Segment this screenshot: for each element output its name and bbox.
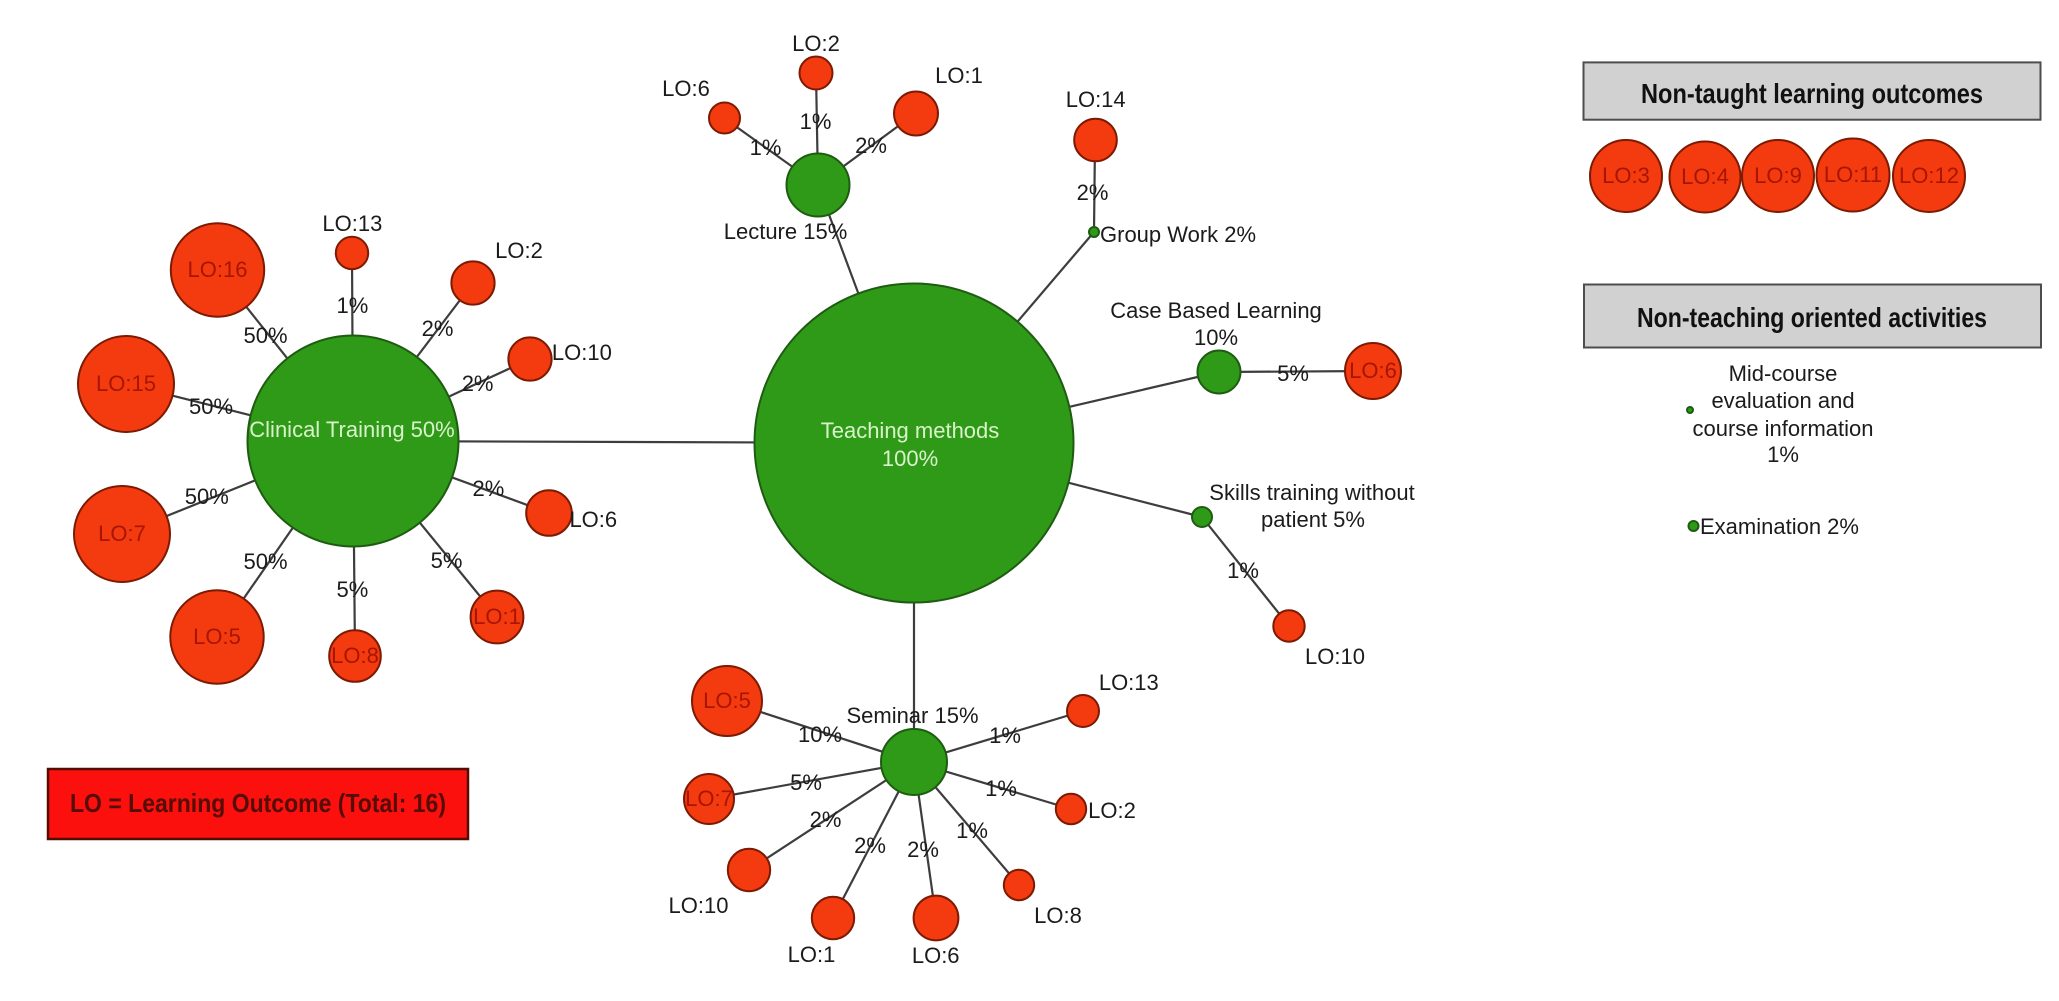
svg-text:LO:3: LO:3 (1602, 163, 1650, 188)
svg-text:1%: 1% (1767, 442, 1799, 467)
svg-text:10%: 10% (1194, 325, 1238, 350)
svg-text:2%: 2% (462, 371, 494, 396)
svg-text:Non-taught learning outcomes: Non-taught learning outcomes (1641, 78, 1983, 109)
svg-text:LO:6: LO:6 (912, 943, 960, 968)
svg-text:evaluation and: evaluation and (1711, 388, 1854, 413)
svg-text:LO:14: LO:14 (1066, 87, 1126, 112)
svg-text:Case Based Learning: Case Based Learning (1110, 298, 1322, 323)
svg-text:50%: 50% (185, 484, 229, 509)
svg-text:LO:1: LO:1 (788, 942, 836, 967)
svg-text:1%: 1% (985, 776, 1017, 801)
svg-text:Non-teaching oriented activiti: Non-teaching oriented activities (1637, 302, 1987, 333)
svg-text:LO:9: LO:9 (1754, 163, 1802, 188)
svg-text:1%: 1% (956, 818, 988, 843)
svg-text:LO:4: LO:4 (1681, 164, 1729, 189)
svg-text:1%: 1% (800, 109, 832, 134)
svg-text:5%: 5% (337, 577, 369, 602)
svg-text:2%: 2% (907, 837, 939, 862)
svg-text:LO:10: LO:10 (669, 893, 729, 918)
svg-text:Teaching methods: Teaching methods (821, 418, 1000, 443)
svg-text:LO:11: LO:11 (1824, 162, 1882, 187)
svg-text:LO:10: LO:10 (552, 340, 612, 365)
svg-text:LO:6: LO:6 (569, 507, 617, 532)
svg-text:5%: 5% (1277, 361, 1309, 386)
svg-text:LO:12: LO:12 (1899, 163, 1959, 188)
svg-text:LO:16: LO:16 (188, 257, 248, 282)
svg-text:LO:13: LO:13 (322, 211, 382, 236)
svg-text:LO:15: LO:15 (96, 371, 156, 396)
svg-text:LO:7: LO:7 (685, 786, 733, 811)
svg-text:LO:2: LO:2 (792, 31, 840, 56)
svg-text:LO:6: LO:6 (662, 76, 710, 101)
svg-text:LO:5: LO:5 (703, 688, 751, 713)
svg-text:LO:2: LO:2 (495, 238, 543, 263)
svg-text:10%: 10% (798, 722, 842, 747)
svg-text:LO:6: LO:6 (1349, 358, 1397, 383)
svg-text:1%: 1% (750, 135, 782, 160)
svg-text:2%: 2% (473, 476, 505, 501)
svg-text:1%: 1% (1227, 558, 1259, 583)
svg-text:2%: 2% (855, 133, 887, 158)
svg-text:Group Work 2%: Group Work 2% (1100, 222, 1256, 247)
svg-text:2%: 2% (810, 807, 842, 832)
svg-text:Lecture 15%: Lecture 15% (724, 219, 848, 244)
svg-text:LO:10: LO:10 (1305, 644, 1365, 669)
svg-text:50%: 50% (243, 323, 287, 348)
svg-text:patient 5%: patient 5% (1261, 507, 1365, 532)
svg-text:50%: 50% (243, 549, 287, 574)
svg-text:2%: 2% (854, 833, 886, 858)
svg-text:1%: 1% (337, 293, 369, 318)
svg-text:100%: 100% (882, 446, 938, 471)
svg-text:2%: 2% (422, 316, 454, 341)
svg-text:LO:2: LO:2 (1088, 798, 1136, 823)
svg-text:LO:8: LO:8 (331, 643, 379, 668)
svg-text:5%: 5% (790, 770, 822, 795)
svg-text:Mid-course: Mid-course (1729, 361, 1838, 386)
svg-text:LO:1: LO:1 (473, 604, 521, 629)
svg-text:5%: 5% (431, 548, 463, 573)
svg-text:2%: 2% (1077, 180, 1109, 205)
svg-text:Examination 2%: Examination 2% (1700, 514, 1859, 539)
svg-text:Skills training without: Skills training without (1209, 480, 1414, 505)
svg-text:1%: 1% (989, 723, 1021, 748)
svg-text:LO = Learning Outcome (Total:: LO = Learning Outcome (Total: 16) (70, 788, 446, 818)
svg-text:LO:7: LO:7 (98, 521, 146, 546)
svg-text:LO:5: LO:5 (193, 624, 241, 649)
svg-text:Clinical Training 50%: Clinical Training 50% (249, 417, 454, 442)
svg-text:LO:8: LO:8 (1034, 903, 1082, 928)
svg-text:LO:13: LO:13 (1099, 670, 1159, 695)
svg-text:LO:1: LO:1 (935, 63, 983, 88)
svg-text:Seminar 15%: Seminar 15% (846, 703, 978, 728)
svg-text:50%: 50% (189, 394, 233, 419)
svg-text:course information: course information (1693, 416, 1874, 441)
